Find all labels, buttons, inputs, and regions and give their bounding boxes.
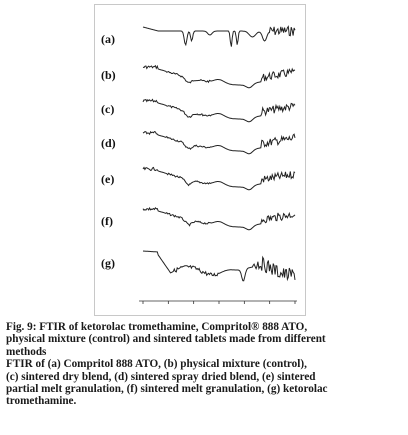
spectrum-trace — [142, 98, 296, 123]
spectrum-trace — [142, 25, 296, 47]
trace-label: (c) — [101, 102, 114, 116]
trace-label: (g) — [101, 256, 115, 270]
caption-title-line-1: Fig. 9: FTIR of ketorolac tromethamine, … — [6, 321, 308, 333]
trace-label: (e) — [101, 172, 114, 186]
spectrum-trace — [142, 130, 296, 155]
spectrum-trace — [142, 250, 296, 282]
trace-label: (b) — [101, 68, 116, 82]
spectrum-trace — [142, 206, 296, 231]
caption-title-line-3: methods — [6, 345, 47, 358]
ftir-figure: (a) (b) (c) (d) (e) (f) (g) — [94, 4, 306, 316]
caption-detail-line-1: FTIR of (a) Compritol 888 ATO, (b) physi… — [6, 358, 307, 371]
spectrum-trace — [142, 64, 296, 89]
caption-title-line-2: physical mixture (control) and sintered … — [6, 333, 326, 346]
caption-detail-line-4: tromethamine. — [6, 395, 77, 408]
trace-label: (a) — [101, 32, 115, 46]
caption-detail-line-3: partial melt granulation, (f) sintered m… — [6, 383, 328, 396]
spectrum-trace — [142, 166, 296, 191]
trace-label: (f) — [101, 214, 113, 228]
ftir-spectra-plot: (a) (b) (c) (d) (e) (f) (g) — [101, 25, 297, 304]
trace-label: (d) — [101, 136, 116, 150]
figure-caption: Fig. 9: FTIR of ketorolac tromethamine, … — [6, 321, 404, 408]
caption-detail-line-2: (c) sintered dry blend, (d) sintered spr… — [6, 370, 316, 383]
